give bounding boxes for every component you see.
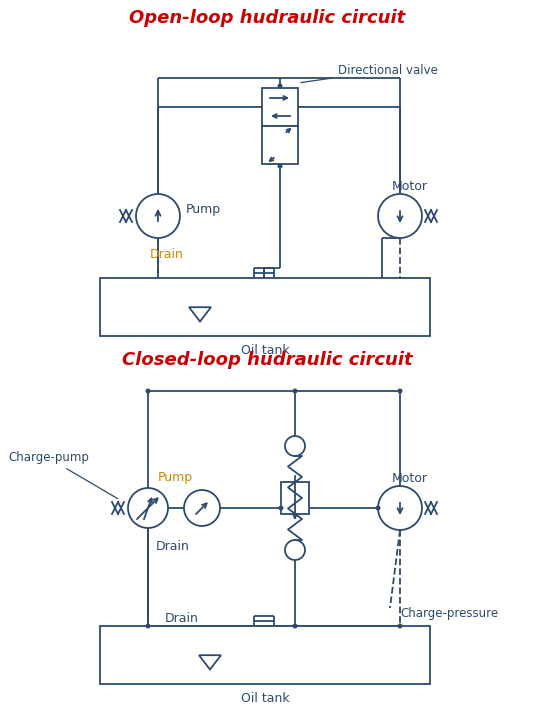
Text: Oil tank: Oil tank (241, 345, 289, 357)
Text: Drain: Drain (150, 248, 184, 261)
Circle shape (184, 490, 220, 526)
Circle shape (398, 388, 402, 393)
Text: Directional valve: Directional valve (301, 63, 438, 83)
Text: Drain: Drain (165, 611, 199, 624)
Text: Charge-pressure: Charge-pressure (400, 608, 498, 621)
Bar (262, 126, 298, 164)
Text: Pump: Pump (158, 471, 193, 484)
Circle shape (279, 505, 284, 510)
Bar (281, 482, 309, 514)
Text: Closed-loop hudraulic circuit: Closed-loop hudraulic circuit (121, 351, 412, 369)
Circle shape (378, 486, 422, 530)
Text: Open-loop hudraulic circuit: Open-loop hudraulic circuit (129, 9, 405, 27)
Circle shape (146, 624, 150, 629)
Circle shape (376, 505, 380, 510)
Circle shape (136, 194, 180, 238)
Text: Drain: Drain (156, 539, 190, 552)
Circle shape (285, 436, 305, 456)
Bar (100, 626, 430, 684)
Circle shape (378, 194, 422, 238)
Circle shape (278, 83, 282, 89)
Polygon shape (199, 655, 221, 669)
Bar (101, 309, 429, 335)
Bar (101, 657, 429, 683)
Text: Oil tank: Oil tank (241, 693, 289, 706)
Circle shape (293, 624, 297, 629)
Circle shape (278, 163, 282, 168)
Text: Motor: Motor (392, 179, 428, 192)
Circle shape (146, 388, 150, 393)
Circle shape (128, 488, 168, 528)
Polygon shape (189, 307, 211, 322)
Circle shape (293, 388, 297, 393)
Circle shape (285, 540, 305, 560)
Circle shape (398, 624, 402, 629)
Text: Pump: Pump (186, 203, 221, 216)
Text: Motor: Motor (392, 471, 428, 484)
Bar (262, 88, 298, 126)
Bar (100, 278, 430, 336)
Text: Charge-pump: Charge-pump (8, 452, 118, 499)
